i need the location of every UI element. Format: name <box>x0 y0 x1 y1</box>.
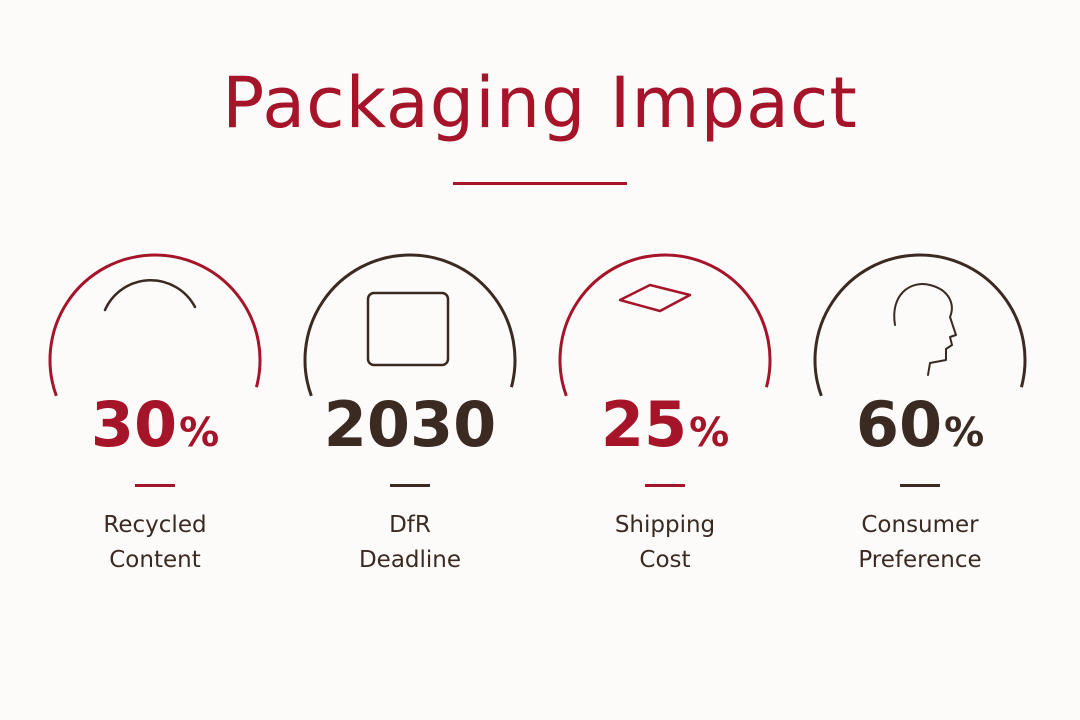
title: Packaging Impact <box>222 62 858 144</box>
stat: 60% Consumer Preference <box>800 245 1040 605</box>
icon <box>103 279 197 312</box>
ring-arc <box>303 253 517 397</box>
stat-label: DfR Deadline <box>290 508 530 578</box>
stat-label-line: Recycled <box>103 512 207 538</box>
stat-label-line: Shipping <box>614 512 716 538</box>
stat-value: 25% <box>545 385 785 473</box>
stat-label-line: Preference <box>858 547 982 573</box>
stat: 30% Recycled Content <box>35 245 275 605</box>
icon <box>618 283 692 313</box>
ring-arc <box>813 253 1027 397</box>
stat-label: Consumer Preference <box>800 508 1040 578</box>
stat-unit: % <box>944 410 985 456</box>
ring <box>48 253 262 397</box>
stat-number: 2030 <box>323 388 497 461</box>
stat-number: 25 <box>600 388 688 461</box>
stat-label-line: DfR <box>389 512 431 538</box>
icon <box>366 291 450 367</box>
ring-arc <box>48 253 262 397</box>
stat-label: Shipping Cost <box>545 508 785 578</box>
stat-dash <box>900 484 940 487</box>
ring-arc <box>558 253 772 397</box>
stat-value: 30% <box>35 385 275 473</box>
stat: 25% Shipping Cost <box>545 245 785 605</box>
stat-number: 60 <box>855 388 943 461</box>
stat-unit: % <box>179 410 220 456</box>
stat-label: Recycled Content <box>35 508 275 578</box>
title-rule <box>453 182 627 185</box>
ring <box>558 253 772 397</box>
stat-value: 2030 <box>290 385 530 465</box>
ring <box>303 253 517 397</box>
stat-label-line: Cost <box>639 547 691 573</box>
stat-unit: % <box>689 410 730 456</box>
stat: 2030 DfR Deadline <box>290 245 530 605</box>
stat-number: 30 <box>90 388 178 461</box>
icon <box>893 283 957 376</box>
stat-label-line: Consumer <box>861 512 979 538</box>
stat-value: 60% <box>800 385 1040 473</box>
stat-dash <box>645 484 685 487</box>
stat-label-line: Deadline <box>358 547 462 573</box>
stat-dash <box>135 484 175 487</box>
stat-dash <box>390 484 430 487</box>
ring <box>813 253 1027 397</box>
stat-label-line: Content <box>109 547 201 573</box>
